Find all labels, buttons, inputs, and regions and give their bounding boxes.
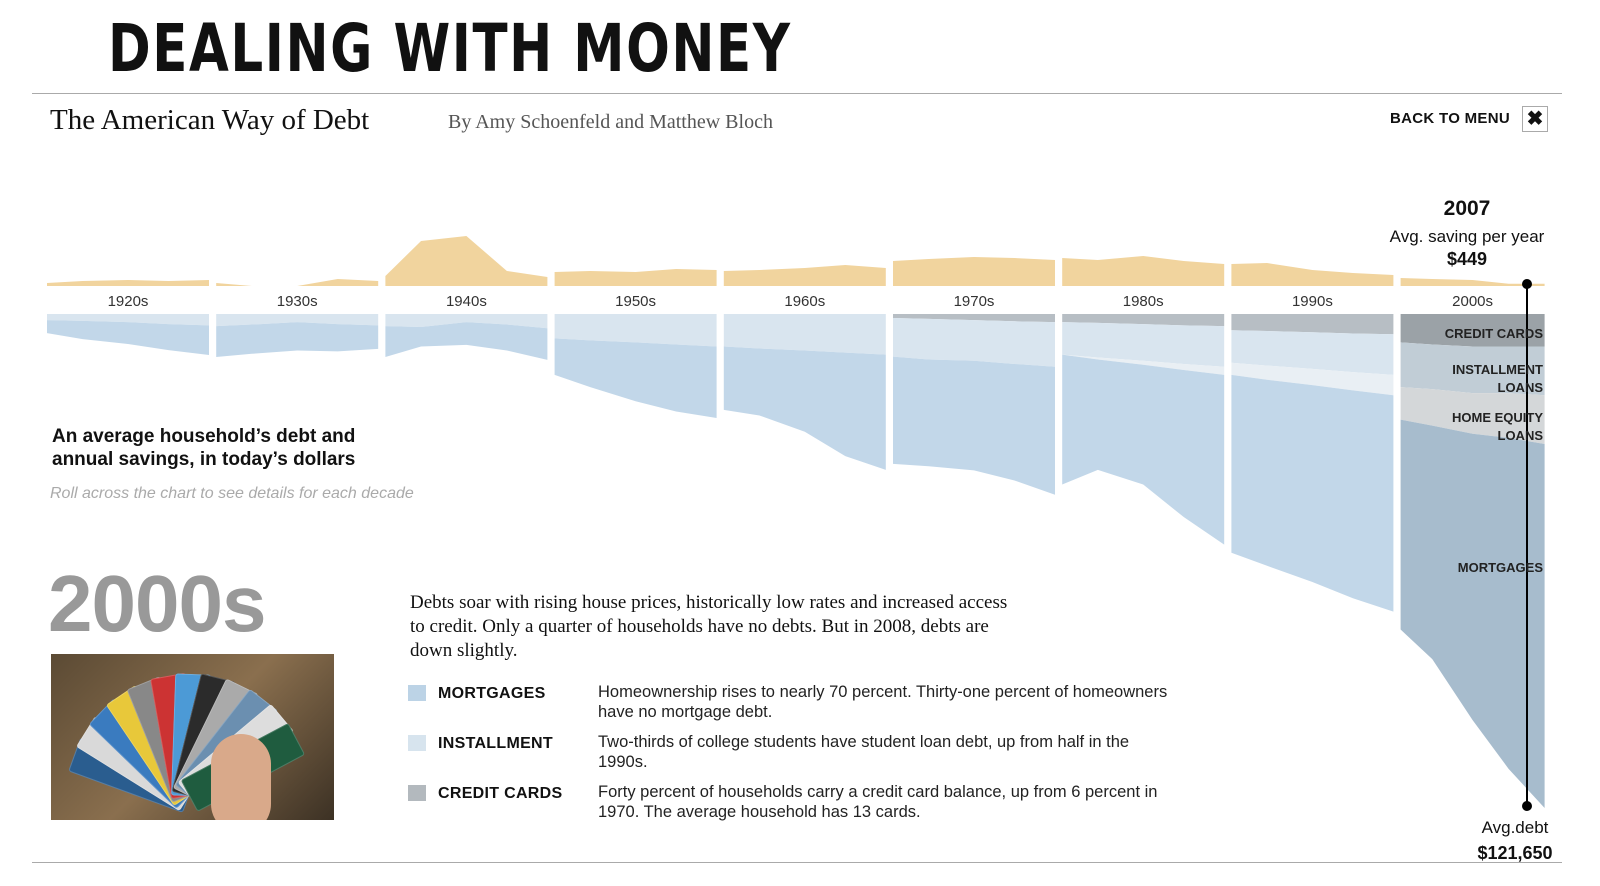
saving-value: $449	[1446, 249, 1488, 269]
selected-decade: 2000s	[48, 559, 266, 648]
savings-area-1980s[interactable]	[1062, 256, 1225, 286]
label-line: LOANS	[1497, 380, 1544, 395]
layer-label-installment: INSTALLMENT LOANS	[1400, 361, 1543, 397]
debt-layer-installment-1960s[interactable]	[723, 314, 886, 355]
debt-layer-credit-cards-1970s[interactable]	[893, 314, 1055, 323]
debt-layer-credit-cards-2000s[interactable]	[1400, 314, 1545, 347]
hint-text: Roll across the chart to see details for…	[50, 485, 414, 502]
decade-label-1960s[interactable]: 1960s	[784, 293, 825, 310]
legend-text: Two-thirds of college students have stud…	[598, 733, 1130, 771]
decade-description: Debts soar with rising house prices, his…	[410, 592, 1008, 661]
legend-swatch	[408, 685, 426, 701]
debt-layer-mortgages-1930s[interactable]	[216, 322, 379, 358]
back-to-menu-button[interactable]: BACK TO MENU	[1390, 110, 1510, 127]
debt-layer-installment-1930s[interactable]	[216, 314, 379, 327]
debt-layer-mortgages-2000s[interactable]	[1400, 419, 1545, 808]
hand-shape	[211, 734, 271, 820]
debt-layer-mortgages-1960s[interactable]	[723, 346, 886, 470]
divider	[32, 862, 1562, 863]
savings-area-2000s[interactable]	[1400, 278, 1545, 286]
legend-name: CREDIT CARDS	[438, 785, 563, 802]
savings-area-1940s[interactable]	[385, 236, 548, 286]
chart-caption: An average household’s debt and annual sa…	[52, 425, 355, 471]
debt-layer-mortgages-1980s[interactable]	[1062, 354, 1225, 545]
decade-label-2000s[interactable]: 2000s	[1452, 293, 1493, 310]
decade-label-1920s[interactable]: 1920s	[108, 293, 149, 310]
debt-layer-installment-2000s[interactable]	[1400, 342, 1545, 396]
credit-cards-photo	[51, 654, 334, 820]
decade-label-1970s[interactable]: 1970s	[954, 293, 995, 310]
label-line: INSTALLMENT	[1452, 362, 1543, 377]
byline: By Amy Schoenfeld and Matthew Bloch	[448, 111, 773, 133]
debt-layer-mortgages-1990s[interactable]	[1231, 374, 1394, 612]
decade-label-1980s[interactable]: 1980s	[1123, 293, 1164, 310]
debt-layer-mortgages-1950s[interactable]	[554, 338, 717, 418]
debt-layer-installment-1970s[interactable]	[893, 318, 1055, 367]
decade-label-1930s[interactable]: 1930s	[277, 293, 318, 310]
legend-swatch	[408, 735, 426, 751]
savings-area-1960s[interactable]	[723, 265, 886, 286]
caption-line: annual savings, in today’s dollars	[52, 449, 356, 470]
debt-layer-mortgages-1970s[interactable]	[893, 356, 1055, 495]
layer-label-credit-cards: CREDIT CARDS	[1444, 326, 1543, 341]
debt-marker	[1522, 801, 1532, 811]
savings-area-1990s[interactable]	[1231, 263, 1394, 286]
savings-area-1950s[interactable]	[554, 269, 717, 286]
legend-text: Forty percent of households carry a cred…	[598, 783, 1158, 821]
debt-layer-credit-cards-1990s[interactable]	[1231, 314, 1394, 335]
debt-value: $121,650	[1477, 843, 1553, 863]
debt-layer-home-equity-loans-2000s[interactable]	[1400, 387, 1545, 444]
close-icon[interactable]: ✖	[1522, 106, 1548, 132]
savings-area-1930s[interactable]	[216, 279, 379, 286]
debt-layer-installment-1990s[interactable]	[1231, 330, 1394, 375]
legend-name: MORTGAGES	[438, 685, 546, 702]
debt-layer-mortgages-1920s[interactable]	[47, 320, 209, 356]
debt-layer-installment-1940s[interactable]	[385, 314, 548, 329]
caption-line: An average household’s debt and	[52, 426, 356, 447]
debt-layer-installment-1980s[interactable]	[1062, 322, 1225, 367]
debt-layer-mortgages-1940s[interactable]	[385, 322, 548, 360]
debt-layer-credit-cards-1980s[interactable]	[1062, 314, 1225, 327]
label-line: LOANS	[1497, 428, 1544, 443]
savings-area-1970s[interactable]	[893, 257, 1055, 286]
legend-text: Homeownership rises to nearly 70 percent…	[598, 683, 1168, 721]
divider	[32, 93, 1562, 94]
readout-year: 2007	[1443, 197, 1491, 220]
decade-label-1940s[interactable]: 1940s	[446, 293, 487, 310]
page-title: The American Way of Debt	[50, 104, 370, 136]
decade-label-1990s[interactable]: 1990s	[1292, 293, 1333, 310]
layer-label-mortgages: MORTGAGES	[1457, 560, 1543, 575]
savings-area-1920s[interactable]	[47, 280, 209, 286]
legend-name: INSTALLMENT	[438, 735, 553, 752]
layer-label-home-equity: HOME EQUITY LOANS	[1400, 409, 1543, 445]
slide-title: DEALING WITH MONEY	[108, 10, 792, 87]
label-line: HOME EQUITY	[1451, 410, 1543, 425]
saving-marker	[1522, 279, 1532, 289]
debt-label: Avg.debt	[1481, 818, 1549, 837]
legend-swatch	[408, 785, 426, 801]
debt-layer-home-equity-loans-1990s[interactable]	[1231, 362, 1394, 396]
debt-layer-installment-1920s[interactable]	[47, 314, 209, 326]
saving-label: Avg. saving per year	[1389, 227, 1545, 246]
decade-label-1950s[interactable]: 1950s	[615, 293, 656, 310]
debt-layer-installment-1950s[interactable]	[554, 314, 717, 347]
